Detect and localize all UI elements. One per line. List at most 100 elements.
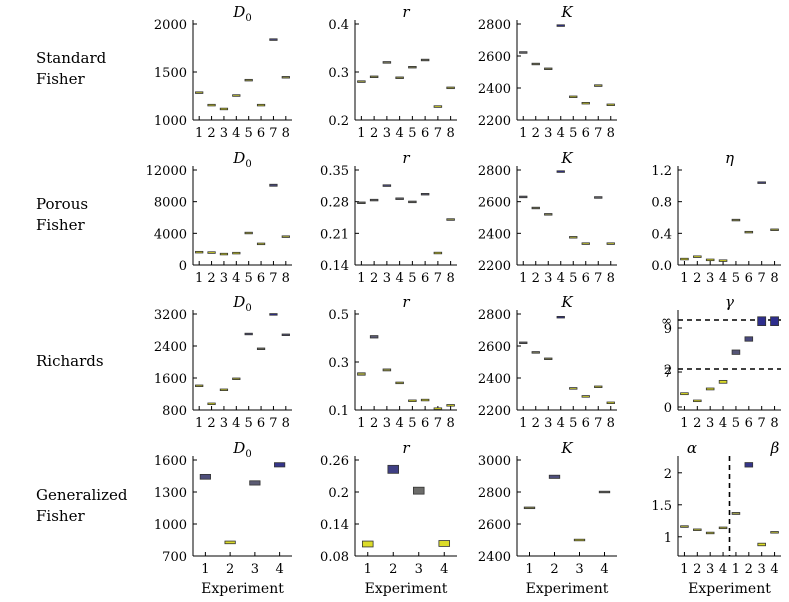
estimate-range-bar <box>249 480 261 486</box>
panel-title: r <box>402 3 410 21</box>
estimate-range-bar <box>382 184 392 187</box>
estimate-range-bar <box>395 381 404 385</box>
estimate-range-bar <box>594 84 603 87</box>
estimate-range-bar <box>519 341 528 345</box>
estimate-range-bar <box>544 357 553 361</box>
y-tick-label: 0 <box>664 401 672 416</box>
x-tick-label: 2 <box>370 416 378 431</box>
y-tick-label: 700 <box>162 550 187 565</box>
x-tick-label: 6 <box>421 126 429 141</box>
y-tick-label: 0.21 <box>320 227 349 242</box>
x-tick-label: 6 <box>582 271 590 286</box>
estimate-range-bar <box>219 252 229 256</box>
y-tick-label: 1.2 <box>651 164 672 179</box>
x-tick-label: 8 <box>282 416 290 431</box>
estimate-range-bar <box>744 462 754 468</box>
panel-sf-K: 2200 2400 2600 2800 1 2 3 4 5 6 7 8 K <box>478 3 617 141</box>
x-tick-label: 1 <box>364 562 372 577</box>
x-tick-label: 5 <box>408 271 416 286</box>
estimate-range-bar <box>606 242 615 245</box>
y-tick-label: 0.14 <box>320 518 349 533</box>
estimate-range-bar <box>199 473 211 480</box>
x-tick-label: 2 <box>745 562 753 577</box>
panel-title: D0 <box>232 149 251 170</box>
estimate-range-bar <box>531 206 540 210</box>
estimate-range-bar <box>382 61 392 64</box>
panel-title: K <box>560 149 573 167</box>
estimate-range-bar <box>369 198 379 202</box>
estimate-range-bar <box>556 315 565 319</box>
estimate-range-bar <box>718 526 728 530</box>
estimate-range-bar <box>207 103 216 107</box>
y-tick-label: 9 <box>664 322 672 337</box>
x-tick-label: 6 <box>582 126 590 141</box>
estimate-range-bar <box>244 231 253 235</box>
estimate-range-bar <box>770 228 779 231</box>
x-tick-label: 4 <box>395 126 403 141</box>
x-tick-label: 5 <box>569 271 577 286</box>
x-tick-label: 6 <box>745 416 753 431</box>
x-tick-label: 6 <box>257 416 265 431</box>
panel-ri-K: 2200 2400 2600 2800 1 2 3 4 5 6 7 8 K <box>478 293 617 431</box>
y-tick-label: 2400 <box>154 340 187 355</box>
y-tick-label: 1600 <box>154 454 187 469</box>
x-tick-label: 7 <box>594 271 602 286</box>
estimate-range-bar <box>281 235 290 238</box>
x-tick-label: 4 <box>719 416 727 431</box>
panel-title: r <box>402 149 410 167</box>
x-tick-label: 4 <box>600 562 608 577</box>
row-label-line2: Fisher <box>36 216 85 234</box>
panel-title: r <box>402 293 410 311</box>
x-tick-label: 4 <box>232 416 240 431</box>
estimate-range-bar <box>420 398 430 402</box>
x-tick-label: 7 <box>434 126 442 141</box>
y-tick-label: 2000 <box>154 18 187 33</box>
x-tick-label: 5 <box>732 416 740 431</box>
estimate-range-bar <box>718 379 728 384</box>
x-tick-label: 6 <box>421 271 429 286</box>
y-tick-label: 4000 <box>154 227 187 242</box>
x-tick-label: 2 <box>550 562 558 577</box>
x-axis-label: Experiment <box>526 581 609 597</box>
x-tick-label: 1 <box>519 271 527 286</box>
y-tick-label: 2400 <box>478 372 511 387</box>
y-tick-label: 7 <box>664 366 672 381</box>
x-tick-label: 2 <box>532 416 540 431</box>
x-axis-label: Experiment <box>688 581 771 597</box>
estimate-range-bar <box>531 62 540 66</box>
estimate-range-bar <box>232 94 241 97</box>
estimate-range-bar <box>569 236 578 239</box>
x-tick-label: 8 <box>282 126 290 141</box>
x-tick-label: 4 <box>557 416 565 431</box>
x-tick-label: 2 <box>207 416 215 431</box>
panel-title-alpha: α <box>687 439 697 457</box>
y-tick-label: 0.08 <box>320 550 349 565</box>
estimate-range-bar <box>281 76 290 79</box>
x-tick-label: 1 <box>195 416 203 431</box>
estimate-range-bar <box>195 250 204 254</box>
estimate-range-bar <box>693 399 702 403</box>
x-tick-label: 4 <box>440 562 448 577</box>
estimate-range-bar <box>395 197 404 200</box>
estimate-range-bar <box>606 103 615 107</box>
panel-title: D0 <box>232 3 251 24</box>
estimate-range-bar <box>757 542 766 547</box>
x-tick-label: 8 <box>607 416 615 431</box>
x-tick-label: 8 <box>446 271 454 286</box>
y-tick-label: 0.35 <box>320 164 349 179</box>
x-axis-label: Experiment <box>365 581 448 597</box>
estimate-range-bar <box>718 259 728 262</box>
x-tick-label: 1 <box>201 562 209 577</box>
y-tick-label: 0.1 <box>328 404 349 419</box>
x-tick-label: 1 <box>357 126 365 141</box>
x-tick-label: 1 <box>357 416 365 431</box>
y-tick-label: 2800 <box>478 486 511 501</box>
estimate-range-bar <box>207 402 216 406</box>
y-tick-label: 1000 <box>154 518 187 533</box>
x-tick-label: 1 <box>357 271 365 286</box>
x-tick-label: 7 <box>269 271 277 286</box>
x-tick-label: 2 <box>693 271 701 286</box>
y-tick-label: 2200 <box>478 114 511 129</box>
estimate-range-bar <box>544 213 553 216</box>
